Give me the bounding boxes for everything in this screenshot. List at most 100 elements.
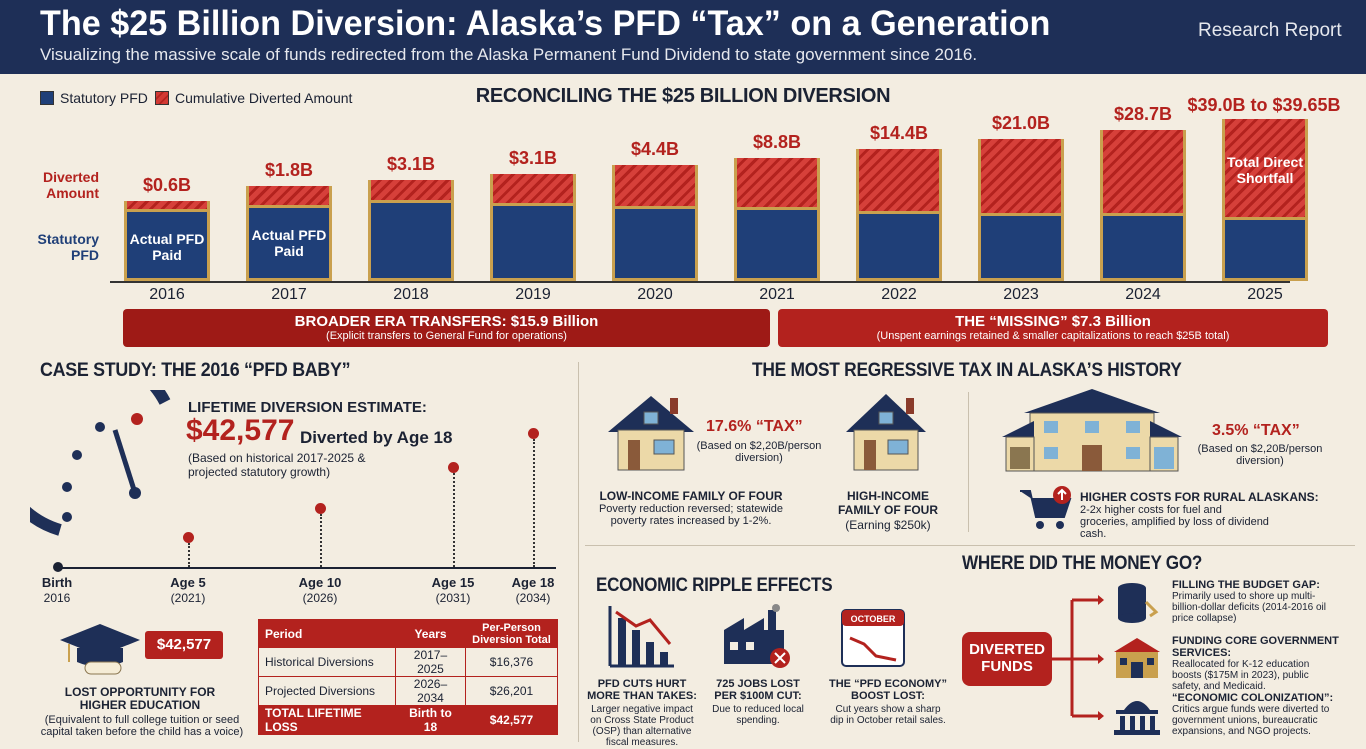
bar-value-label: $21.0B bbox=[991, 113, 1051, 133]
rural-desc: 2-2x higher costs for fuel and groceries… bbox=[1080, 504, 1269, 540]
divider-vertical-2 bbox=[968, 392, 969, 532]
timeline-dot bbox=[528, 428, 539, 439]
page-title: The $25 Billion Diversion: Alaska’s PFD … bbox=[40, 4, 1051, 43]
high-title: HIGH-INCOME FAMILY OF FOUR bbox=[837, 489, 938, 517]
chart-baseline bbox=[110, 281, 1290, 283]
money-item-desc: Critics argue funds were diverted to gov… bbox=[1172, 704, 1330, 737]
bar-statutory-segment bbox=[615, 209, 695, 278]
bar-statutory-segment bbox=[1225, 220, 1305, 278]
divider-horizontal bbox=[585, 545, 1355, 546]
x-tick-label: 2023 bbox=[1003, 286, 1039, 303]
ripple-item-desc: Larger negative impact on Cross State Pr… bbox=[590, 704, 694, 748]
bar-statutory-segment bbox=[371, 203, 451, 278]
table-cell: Historical Diversions bbox=[258, 647, 396, 677]
shopping-cart-icon bbox=[1020, 486, 1072, 529]
bar-value-label: $4.4B bbox=[630, 139, 680, 159]
legend-diverted-label: Cumulative Diverted Amount bbox=[175, 90, 353, 106]
timeline-dotted-line bbox=[453, 473, 455, 567]
x-tick-label: 2021 bbox=[759, 286, 795, 303]
banner-right-title: THE “MISSING” $7.3 Billion bbox=[955, 313, 1151, 330]
table-cell: $42,577 bbox=[465, 705, 558, 735]
bar-shortfall-label: Total Direct Shortfall bbox=[1227, 154, 1303, 186]
bar-value-label: $28.7B bbox=[1113, 104, 1173, 124]
timeline-year: (2034) bbox=[515, 591, 551, 605]
bar-value-label: $0.6B bbox=[142, 175, 192, 195]
bar-statutory-segment bbox=[1103, 216, 1183, 278]
money-item-title: FUNDING CORE GOVERNMENT SERVICES: bbox=[1172, 635, 1339, 659]
bar-statutory-segment bbox=[737, 210, 817, 278]
x-tick-label: 2025 bbox=[1247, 286, 1283, 303]
x-tick-label: 2017 bbox=[271, 286, 307, 303]
flow-arrows bbox=[1052, 595, 1104, 720]
high-pct: 3.5% “TAX” bbox=[1212, 422, 1300, 439]
low-title: LOW-INCOME FAMILY OF FOUR bbox=[599, 489, 783, 503]
bar-2018 bbox=[368, 180, 454, 281]
calendar-icon: OCTOBER bbox=[841, 609, 905, 667]
rural-title: HIGHER COSTS FOR RURAL ALASKANS: bbox=[1080, 490, 1319, 504]
timeline-year: (2031) bbox=[435, 591, 471, 605]
money-item-desc: Primarily used to shore up multi-billion… bbox=[1172, 591, 1326, 624]
money-item-desc: Reallocated for K-12 education boosts ($… bbox=[1172, 659, 1310, 692]
legend-swatch-navy bbox=[40, 91, 54, 105]
page-subtitle: Visualizing the massive scale of funds r… bbox=[40, 45, 978, 64]
table-cell: 2017–2025 bbox=[394, 647, 467, 677]
bar-2021 bbox=[734, 158, 820, 281]
legend-diverted: Cumulative Diverted Amount bbox=[155, 90, 352, 106]
diverted-funds-box: DIVERTED FUNDS bbox=[962, 632, 1052, 686]
estimate-amount: $42,577 bbox=[186, 414, 295, 447]
low-pct: 17.6% “TAX” bbox=[706, 418, 803, 435]
chart-title: RECONCILING THE $25 BILLION DIVERSION bbox=[475, 85, 891, 107]
estimate-suffix: Diverted by Age 18 bbox=[300, 428, 453, 447]
money-title: WHERE DID THE MONEY GO? bbox=[962, 553, 1203, 574]
low-desc: Poverty reduction reversed; statewide po… bbox=[598, 503, 784, 527]
divider-vertical bbox=[578, 362, 579, 742]
banner-era-transfers: BROADER ERA TRANSFERS: $15.9 Billion (Ex… bbox=[123, 309, 770, 347]
ripple-item-title: PFD CUTS HURT MORE THAN TAKES: bbox=[587, 678, 697, 702]
table-cell: 2026–2034 bbox=[394, 676, 467, 706]
table-header-years: Years bbox=[394, 619, 467, 648]
bar-2022 bbox=[856, 149, 942, 281]
graduation-cap-icon bbox=[60, 624, 140, 675]
bar-diverted-segment bbox=[249, 186, 329, 208]
x-tick-label: 2016 bbox=[149, 286, 185, 303]
timeline-dot bbox=[315, 503, 326, 514]
money-item-title: FILLING THE BUDGET GAP: bbox=[1172, 579, 1320, 591]
bar-value-label: $14.4B bbox=[869, 123, 929, 143]
bar-diverted-segment bbox=[981, 139, 1061, 216]
bar-diverted-segment bbox=[1103, 130, 1183, 216]
bar-inner-label: Actual PFD Paid bbox=[251, 227, 327, 259]
table-cell: $26,201 bbox=[465, 676, 558, 706]
timeline-year: (2026) bbox=[302, 591, 338, 605]
bar-2025 bbox=[1222, 119, 1308, 281]
ripple-title: ECONOMIC RIPPLE EFFECTS bbox=[596, 575, 833, 596]
bar-2020 bbox=[612, 165, 698, 281]
table-row: Projected Diversions 2026–2034 $26,201 bbox=[258, 676, 558, 706]
timeline-label: Birth bbox=[41, 575, 73, 590]
x-tick-label: 2018 bbox=[393, 286, 429, 303]
oil-barrel-icon bbox=[1118, 583, 1159, 623]
banner-left-title: BROADER ERA TRANSFERS: $15.9 Billion bbox=[294, 313, 599, 330]
side-label-statutory: Statutory PFD bbox=[37, 231, 99, 263]
bar-value-label: $3.1B bbox=[508, 148, 558, 168]
ripple-item-title: 725 JOBS LOST PER $100M CUT: bbox=[714, 678, 802, 702]
bar-2024 bbox=[1100, 130, 1186, 281]
bar-statutory-segment bbox=[249, 208, 329, 278]
ripple-item-desc: Cut years show a sharp dip in October re… bbox=[830, 704, 946, 726]
lost-title: LOST OPPORTUNITY FOR HIGHER EDUCATION bbox=[64, 685, 216, 712]
clock-icon bbox=[30, 390, 171, 536]
factory-icon bbox=[724, 604, 790, 668]
lost-note: (Equivalent to full college tuition or s… bbox=[40, 714, 244, 738]
bar-statutory-segment bbox=[127, 212, 207, 278]
small-house-icon bbox=[608, 396, 694, 471]
timeline-start-dot bbox=[53, 562, 63, 572]
bar-diverted-segment bbox=[493, 174, 573, 206]
bar-statutory-segment bbox=[859, 214, 939, 278]
side-label-diverted: Diverted Amount bbox=[42, 169, 99, 201]
case-study-title: CASE STUDY: THE 2016 “PFD BABY” bbox=[40, 360, 351, 381]
bar-value-label: $1.8B bbox=[264, 160, 314, 180]
low-note: (Based on $2,20B/person diversion) bbox=[696, 440, 822, 464]
banner-missing: THE “MISSING” $7.3 Billion (Unspent earn… bbox=[778, 309, 1328, 347]
x-tick-label: 2024 bbox=[1125, 286, 1161, 303]
banner-right-sub: (Unspent earnings retained & smaller cap… bbox=[876, 330, 1230, 342]
timeline-label: Age 5 bbox=[170, 575, 206, 590]
